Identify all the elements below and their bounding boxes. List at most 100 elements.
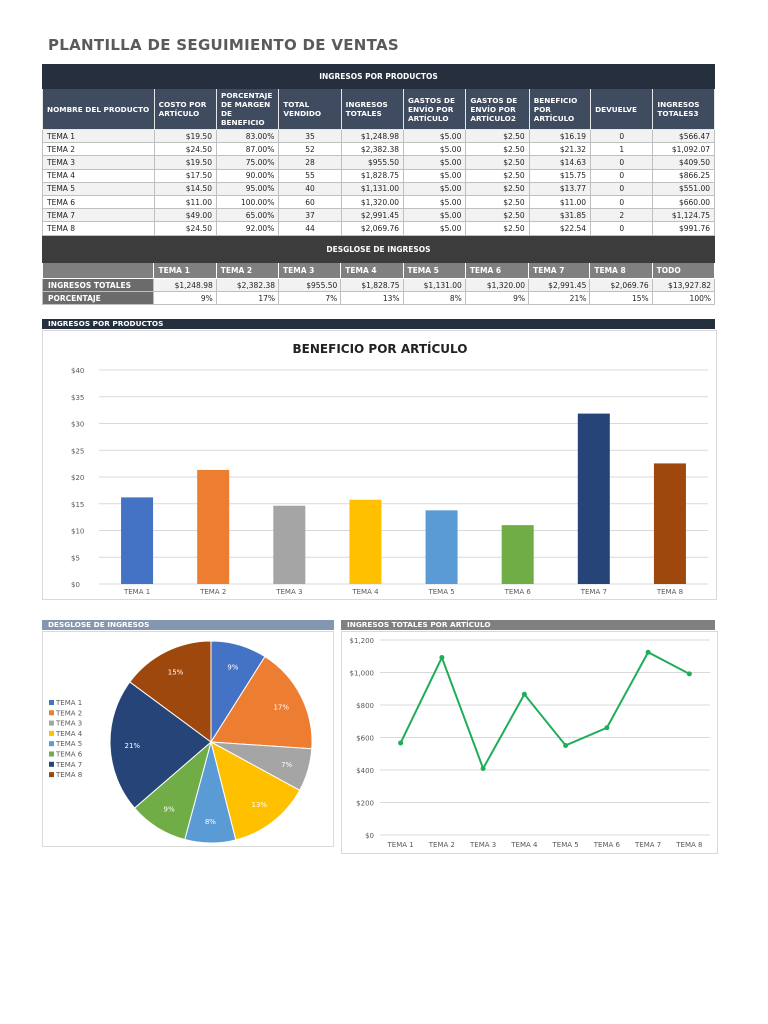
table-cell[interactable]: $5.00: [403, 128, 467, 144]
table-cell[interactable]: $1,320.00: [340, 194, 405, 210]
table-cell[interactable]: 0: [590, 181, 654, 196]
table-cell[interactable]: TEMA 4: [42, 168, 155, 183]
table-cell[interactable]: $2.50: [465, 128, 530, 144]
bar-mark[interactable]: [197, 469, 230, 584]
table-cell[interactable]: $16.19: [528, 128, 592, 144]
table-cell[interactable]: 92.00%: [215, 221, 280, 236]
table-cell[interactable]: $15.75: [528, 168, 592, 183]
pie-slice[interactable]: [210, 741, 301, 841]
table-cell[interactable]: 52: [278, 142, 342, 157]
table-cell[interactable]: $2,069.76: [340, 221, 405, 236]
table-cell[interactable]: TEMA 8: [42, 221, 155, 236]
table-cell[interactable]: $2.50: [465, 194, 530, 210]
line-point[interactable]: [480, 765, 486, 771]
table-cell[interactable]: $2.50: [465, 221, 530, 236]
table-cell[interactable]: 40: [278, 181, 342, 196]
table-cell[interactable]: 0: [590, 221, 654, 236]
table-cell[interactable]: $21.32: [528, 142, 592, 157]
table-cell[interactable]: $24.50: [153, 142, 217, 157]
table-cell[interactable]: $2,991.45: [528, 278, 591, 292]
line-point[interactable]: [645, 649, 651, 655]
table-cell[interactable]: $1,131.00: [402, 278, 466, 292]
table-cell[interactable]: $24.50: [153, 221, 217, 236]
table-cell[interactable]: $955.50: [278, 278, 342, 292]
table-cell[interactable]: $2.50: [465, 142, 530, 157]
line-point[interactable]: [563, 742, 569, 748]
table-cell[interactable]: $2.50: [465, 155, 530, 170]
table-cell[interactable]: 0: [590, 194, 654, 210]
table-cell[interactable]: $2.50: [465, 208, 530, 223]
table-cell[interactable]: 55: [278, 168, 342, 183]
table-cell[interactable]: $551.00: [652, 181, 715, 196]
table-cell[interactable]: 65.00%: [215, 208, 280, 223]
line-point[interactable]: [398, 740, 404, 746]
table-cell[interactable]: $5.00: [403, 208, 467, 223]
table-cell[interactable]: 7%: [278, 291, 342, 305]
table-cell[interactable]: 60: [278, 194, 342, 210]
table-cell[interactable]: 21%: [528, 291, 591, 305]
table-cell[interactable]: $1,092.07: [652, 142, 715, 157]
bar-mark[interactable]: [501, 525, 534, 584]
table-cell[interactable]: $1,320.00: [464, 278, 530, 292]
table-cell[interactable]: 0: [590, 128, 654, 144]
table-cell[interactable]: TEMA 2: [42, 142, 155, 157]
table-cell[interactable]: $1,828.75: [340, 278, 404, 292]
table-cell[interactable]: $31.85: [528, 208, 592, 223]
table-cell[interactable]: 1: [590, 142, 654, 157]
table-cell[interactable]: 17%: [215, 291, 280, 305]
table-cell[interactable]: 37: [278, 208, 342, 223]
table-cell[interactable]: $5.00: [403, 168, 467, 183]
table-cell[interactable]: $1,124.75: [652, 208, 715, 223]
table-cell[interactable]: 9%: [153, 291, 217, 305]
table-cell[interactable]: $13.77: [528, 181, 592, 196]
table-cell[interactable]: $17.50: [153, 168, 217, 183]
table-cell[interactable]: $14.50: [153, 181, 217, 196]
table-cell[interactable]: TEMA 7: [42, 208, 155, 223]
table-cell[interactable]: 35: [278, 128, 342, 144]
table-cell[interactable]: $14.63: [528, 155, 592, 170]
table-cell[interactable]: 28: [278, 155, 342, 170]
bar-mark[interactable]: [425, 510, 458, 584]
table-cell[interactable]: $49.00: [153, 208, 217, 223]
bar-mark[interactable]: [121, 497, 154, 584]
table-cell[interactable]: $5.00: [403, 142, 467, 157]
table-cell[interactable]: $5.00: [403, 155, 467, 170]
table-cell[interactable]: $5.00: [403, 181, 467, 196]
line-point[interactable]: [521, 691, 527, 697]
table-cell[interactable]: $19.50: [153, 155, 217, 170]
table-cell[interactable]: 13%: [340, 291, 404, 305]
pie-slice[interactable]: [109, 681, 212, 809]
table-cell[interactable]: 44: [278, 221, 342, 236]
table-cell[interactable]: $1,248.98: [340, 128, 405, 144]
table-cell[interactable]: $2.50: [465, 181, 530, 196]
table-cell[interactable]: $2,382.38: [215, 278, 280, 292]
pie-slice[interactable]: [210, 655, 313, 750]
table-cell[interactable]: 87.00%: [215, 142, 280, 157]
table-cell[interactable]: $2,382.38: [340, 142, 405, 157]
table-cell[interactable]: $2.50: [465, 168, 530, 183]
bar-mark[interactable]: [349, 499, 382, 584]
table-cell[interactable]: 9%: [464, 291, 530, 305]
line-point[interactable]: [439, 655, 445, 661]
table-cell[interactable]: $2,069.76: [589, 278, 653, 292]
line-series[interactable]: [399, 650, 690, 771]
bar-mark[interactable]: [653, 463, 686, 584]
pie-slice[interactable]: [129, 640, 212, 743]
table-cell[interactable]: $5.00: [403, 221, 467, 236]
table-cell[interactable]: 83.00%: [215, 128, 280, 144]
table-cell[interactable]: $1,131.00: [340, 181, 405, 196]
bar-mark[interactable]: [577, 413, 610, 584]
bar-mark[interactable]: [273, 505, 306, 584]
table-cell[interactable]: 2: [590, 208, 654, 223]
table-cell[interactable]: $566.47: [652, 128, 715, 144]
table-cell[interactable]: 15%: [589, 291, 653, 305]
table-cell[interactable]: TEMA 1: [42, 128, 155, 144]
table-cell[interactable]: $11.00: [528, 194, 592, 210]
table-cell[interactable]: 90.00%: [215, 168, 280, 183]
table-cell[interactable]: $409.50: [652, 155, 715, 170]
table-cell[interactable]: TEMA 6: [42, 194, 155, 210]
table-cell[interactable]: $991.76: [652, 221, 715, 236]
table-cell[interactable]: $955.50: [340, 155, 405, 170]
table-cell[interactable]: $13,927.82: [651, 278, 716, 292]
table-cell[interactable]: 0: [590, 155, 654, 170]
